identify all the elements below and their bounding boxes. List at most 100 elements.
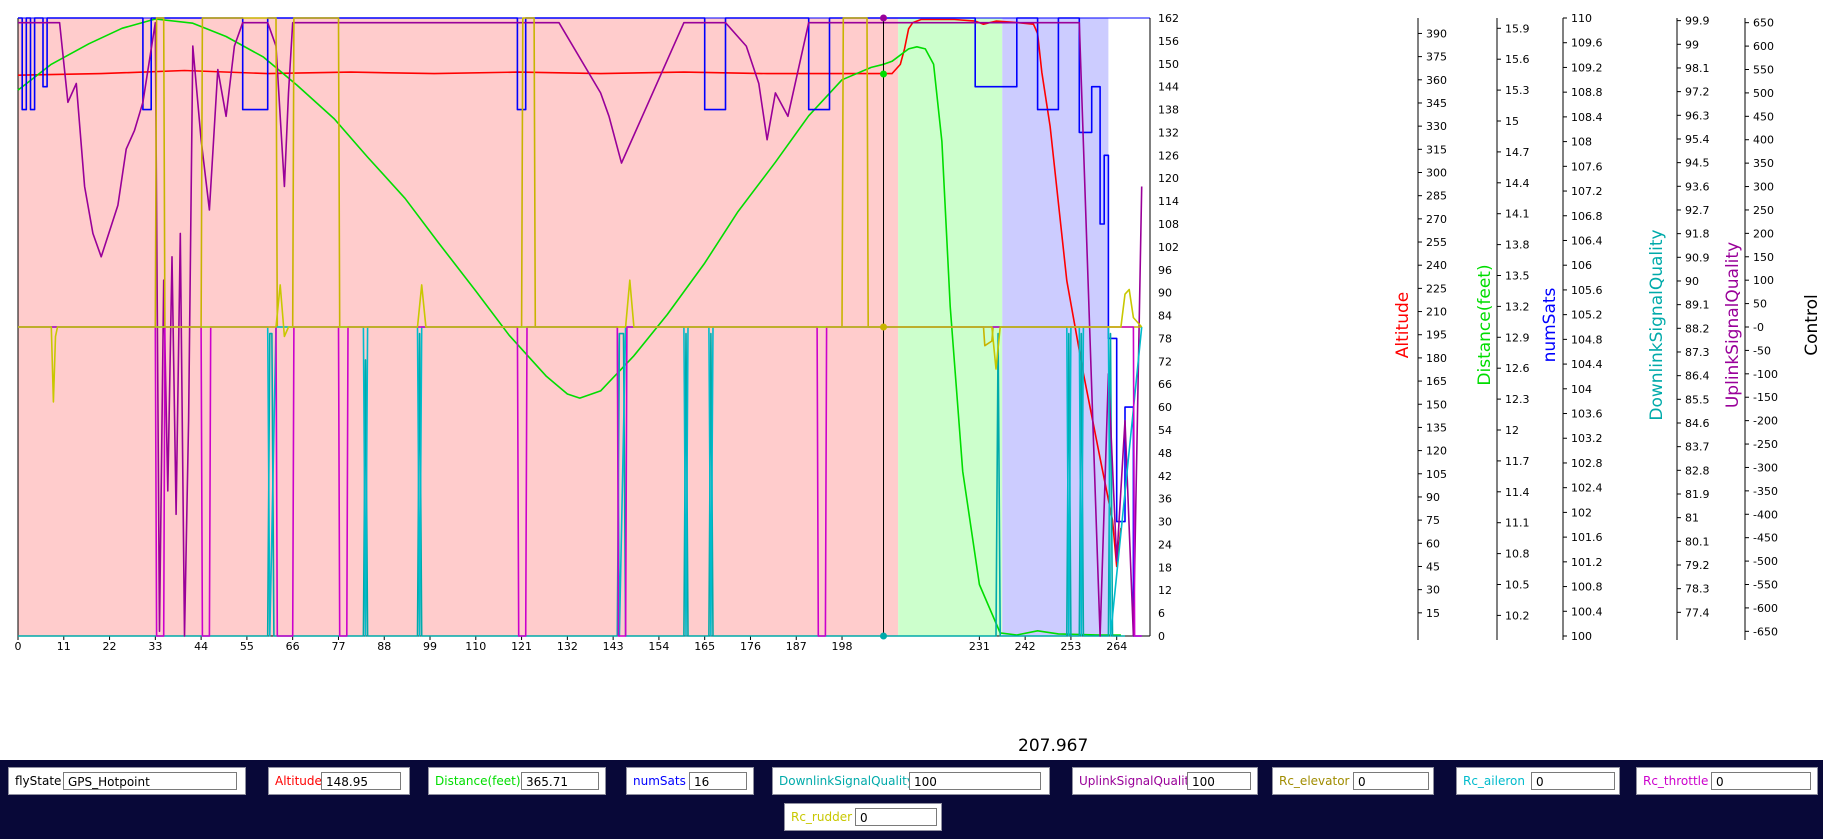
axis-tick-label-numsats: 109.2 <box>1571 61 1603 74</box>
axis-tick-label-uplinksignalquality: -600 <box>1753 602 1778 615</box>
numsats-tick-label: 96 <box>1158 264 1172 277</box>
axis-tick-label-altitude: 210 <box>1426 306 1447 319</box>
rc-throttle-value[interactable]: 0 <box>1711 772 1811 790</box>
axis-tick-label-uplinksignalquality: -350 <box>1753 485 1778 498</box>
x-tick-label: 77 <box>331 640 345 653</box>
axis-tick-label-uplinksignalquality: -550 <box>1753 579 1778 592</box>
rc-elevator-value[interactable]: 0 <box>1353 772 1429 790</box>
numsats-tick-label: 90 <box>1158 287 1172 300</box>
field-label: Rc_aileron <box>1463 774 1525 788</box>
field-rc-elevator: Rc_elevator 0 <box>1272 767 1434 795</box>
axis-tick-label-downlinksignalquality: 94.5 <box>1685 157 1710 170</box>
axis-tick-label-uplinksignalquality: -250 <box>1753 438 1778 451</box>
x-tick-label: 44 <box>194 640 208 653</box>
numsats-tick-label: 72 <box>1158 355 1172 368</box>
axis-tick-label-distance: 10.2 <box>1505 609 1530 622</box>
axis-tick-label-numsats: 102.8 <box>1571 457 1603 470</box>
field-label: UplinkSignalQuality <box>1079 774 1197 788</box>
axis-tick-label-numsats: 109.6 <box>1571 37 1603 50</box>
field-numsats: numSats 16 <box>626 767 754 795</box>
axis-tick-label-distance: 15.6 <box>1505 53 1530 66</box>
axis-tick-label-altitude: 15 <box>1426 607 1440 620</box>
field-rc-rudder: Rc_rudder 0 <box>784 803 942 831</box>
field-flystate: flyState GPS_Hotpoint <box>8 767 246 795</box>
axis-tick-label-uplinksignalquality: -650 <box>1753 625 1778 638</box>
axis-tick-label-altitude: 360 <box>1426 74 1447 87</box>
numsats-tick-label: 138 <box>1158 104 1179 117</box>
axis-tick-label-uplinksignalquality: 250 <box>1753 204 1774 217</box>
axis-tick-label-numsats: 106.8 <box>1571 210 1603 223</box>
field-label: DownlinkSignalQuality <box>779 774 914 788</box>
x-tick-label: 176 <box>740 640 761 653</box>
chart-area[interactable]: 0 11 22 33 44 55 66 77 88 99 110 121 132 143 154 165 176… <box>0 0 1823 760</box>
axis-tick-label-downlinksignalquality: 90 <box>1685 275 1699 288</box>
axis-title-uplinksignalquality: UplinkSignalQuality <box>1723 242 1743 408</box>
axis-tick-label-altitude: 180 <box>1426 352 1447 365</box>
cursor-marker-distance <box>880 70 888 78</box>
numsats-tick-label: 12 <box>1158 584 1172 597</box>
axis-tick-label-altitude: 165 <box>1426 375 1447 388</box>
field-altitude: Altitude 148.95 <box>268 767 410 795</box>
axis-tick-label-uplinksignalquality: -50 <box>1753 344 1771 357</box>
axis-tick-label-downlinksignalquality: 80.1 <box>1685 535 1710 548</box>
axis-tick-label-uplinksignalquality: -450 <box>1753 532 1778 545</box>
x-tick-label: 33 <box>148 640 162 653</box>
series-line-altitude <box>17 18 1122 568</box>
axis-tick-label-uplinksignalquality: -500 <box>1753 555 1778 568</box>
axis-tick-label-downlinksignalquality: 77.4 <box>1685 606 1710 619</box>
axis-tick-label-distance: 10.5 <box>1505 579 1530 592</box>
flystate-value[interactable]: GPS_Hotpoint <box>63 772 237 790</box>
x-tick-label: 55 <box>240 640 254 653</box>
axis-tick-label-numsats: 105.6 <box>1571 284 1603 297</box>
numsats-value[interactable]: 16 <box>689 772 747 790</box>
axis-tick-label-uplinksignalquality: 200 <box>1753 227 1774 240</box>
axis-tick-label-distance: 13.5 <box>1505 270 1530 283</box>
axis-tick-label-altitude: 195 <box>1426 329 1447 342</box>
axis-tick-label-numsats: 101.2 <box>1571 556 1603 569</box>
axis-tick-label-downlinksignalquality: 78.3 <box>1685 583 1710 596</box>
x-tick-label: 66 <box>286 640 300 653</box>
axis-tick-label-numsats: 100.8 <box>1571 581 1603 594</box>
distance-value[interactable]: 365.71 <box>521 772 599 790</box>
axis-tick-label-downlinksignalquality: 92.7 <box>1685 204 1710 217</box>
cursor-marker-top <box>880 14 888 22</box>
axis-title-distance: Distance(feet) <box>1475 264 1495 385</box>
x-tick-label: 110 <box>465 640 486 653</box>
axis-tick-label-numsats: 108.8 <box>1571 86 1603 99</box>
numsats-tick-label: 150 <box>1158 58 1179 71</box>
axis-tick-label-numsats: 107.6 <box>1571 160 1603 173</box>
x-tick-label: 242 <box>1015 640 1036 653</box>
axis-tick-label-downlinksignalquality: 81.9 <box>1685 488 1710 501</box>
axis-tick-label-numsats: 107.2 <box>1571 185 1603 198</box>
rc-aileron-value[interactable]: 0 <box>1531 772 1615 790</box>
numsats-tick-label: 102 <box>1158 241 1179 254</box>
rc-rudder-value[interactable]: 0 <box>855 808 937 826</box>
axis-tick-label-numsats: 101.6 <box>1571 531 1603 544</box>
axis-tick-label-downlinksignalquality: 84.6 <box>1685 417 1710 430</box>
axis-tick-label-uplinksignalquality: -0 <box>1753 321 1764 334</box>
axis-title-numsats: numSats <box>1540 287 1560 362</box>
uplink-value[interactable]: 100 <box>1187 772 1251 790</box>
axis-tick-label-altitude: 330 <box>1426 120 1447 133</box>
axis-title-control: Control <box>1802 294 1822 355</box>
axis-tick-label-distance: 13.8 <box>1505 239 1530 252</box>
axis-tick-label-uplinksignalquality: 600 <box>1753 40 1774 53</box>
numsats-tick-label: 36 <box>1158 493 1172 506</box>
x-tick-label: 121 <box>511 640 532 653</box>
axis-tick-label-uplinksignalquality: -400 <box>1753 508 1778 521</box>
x-tick-label: 88 <box>377 640 391 653</box>
axis-tick-label-downlinksignalquality: 79.2 <box>1685 559 1710 572</box>
field-label: flyState <box>15 774 62 788</box>
numsats-tick-label: 78 <box>1158 332 1172 345</box>
axis-tick-label-altitude: 60 <box>1426 537 1440 550</box>
axis-tick-label-altitude: 270 <box>1426 213 1447 226</box>
downlink-value[interactable]: 100 <box>909 772 1041 790</box>
cursor-marker-bottom <box>880 632 888 640</box>
numsats-tick-label: 162 <box>1158 12 1179 25</box>
altitude-value[interactable]: 148.95 <box>321 772 401 790</box>
cursor-marker-control <box>880 323 888 331</box>
axis-tick-label-distance: 12.6 <box>1505 362 1530 375</box>
flight-log-chart[interactable]: 0 11 22 33 44 55 66 77 88 99 110 121 132 143 154 165 176… <box>0 0 1823 760</box>
axis-tick-label-downlinksignalquality: 88.2 <box>1685 322 1710 335</box>
axis-tick-label-distance: 13.2 <box>1505 300 1530 313</box>
